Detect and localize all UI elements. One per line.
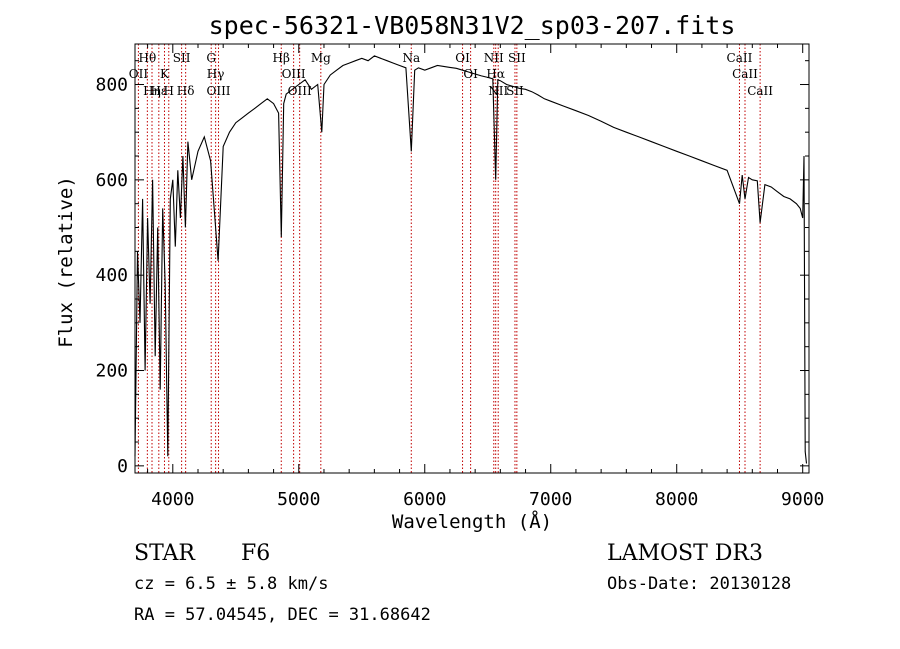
line-label: SII xyxy=(508,51,526,65)
y-tick-label: 200 xyxy=(95,361,128,382)
line-label: OII xyxy=(129,67,149,81)
x-tick-label: 9000 xyxy=(781,489,824,510)
line-label: OIII xyxy=(282,67,306,81)
line-label: H xyxy=(164,84,174,98)
line-label: CaII xyxy=(747,84,773,98)
y-axis-ticks: 0 200 400 600 800 xyxy=(95,60,809,477)
chart-title: spec-56321-VB058N31V2_sp03-207.fits xyxy=(209,11,736,40)
x-axis-label: Wavelength (Å) xyxy=(392,510,552,533)
y-tick-label: 800 xyxy=(95,75,128,96)
line-label: G xyxy=(206,51,216,65)
line-label: Hδ xyxy=(177,84,195,98)
line-label: SII xyxy=(173,51,191,65)
line-label: Na xyxy=(402,51,420,65)
line-label: Mg xyxy=(311,51,331,65)
sky-coordinates: RA = 57.04545, DEC = 31.68642 xyxy=(134,605,431,625)
line-label: Hε xyxy=(150,84,167,98)
y-tick-label: 0 xyxy=(117,456,128,477)
object-subclass: F6 xyxy=(241,541,270,566)
line-label: Hη xyxy=(143,84,161,98)
line-label: OI xyxy=(455,51,470,65)
y-tick-label: 400 xyxy=(95,265,128,286)
line-label: NII xyxy=(484,51,504,65)
x-tick-label: 7000 xyxy=(529,489,572,510)
line-label: K xyxy=(160,67,170,81)
x-tick-label: 8000 xyxy=(655,489,698,510)
x-axis-ticks: 4000 5000 6000 7000 8000 9000 xyxy=(147,44,824,510)
x-tick-label: 5000 xyxy=(277,489,320,510)
line-label: OI xyxy=(463,67,478,81)
redshift-velocity: cz = 6.5 ± 5.8 km/s xyxy=(134,574,328,594)
survey-name: LAMOST DR3 xyxy=(607,541,763,566)
line-label: Hθ xyxy=(138,51,156,65)
line-label: CaII xyxy=(732,67,758,81)
line-label: Hβ xyxy=(273,51,290,65)
line-label: OIII xyxy=(206,84,230,98)
y-axis-label: Flux (relative) xyxy=(55,176,77,348)
x-tick-label: 4000 xyxy=(151,489,194,510)
y-tick-label: 600 xyxy=(95,170,128,191)
spectrum-series-line xyxy=(134,55,808,464)
line-label: Hγ xyxy=(207,67,225,81)
object-class: STAR xyxy=(134,541,196,566)
observation-date: Obs-Date: 20130128 xyxy=(607,574,791,594)
x-tick-label: 6000 xyxy=(403,489,446,510)
line-label: Hα xyxy=(486,67,505,81)
line-label: OIII xyxy=(288,84,312,98)
line-label: CaII xyxy=(727,51,753,65)
spectral-line-markers xyxy=(137,44,761,473)
plot-frame xyxy=(134,43,810,474)
line-label: SII xyxy=(506,84,524,98)
